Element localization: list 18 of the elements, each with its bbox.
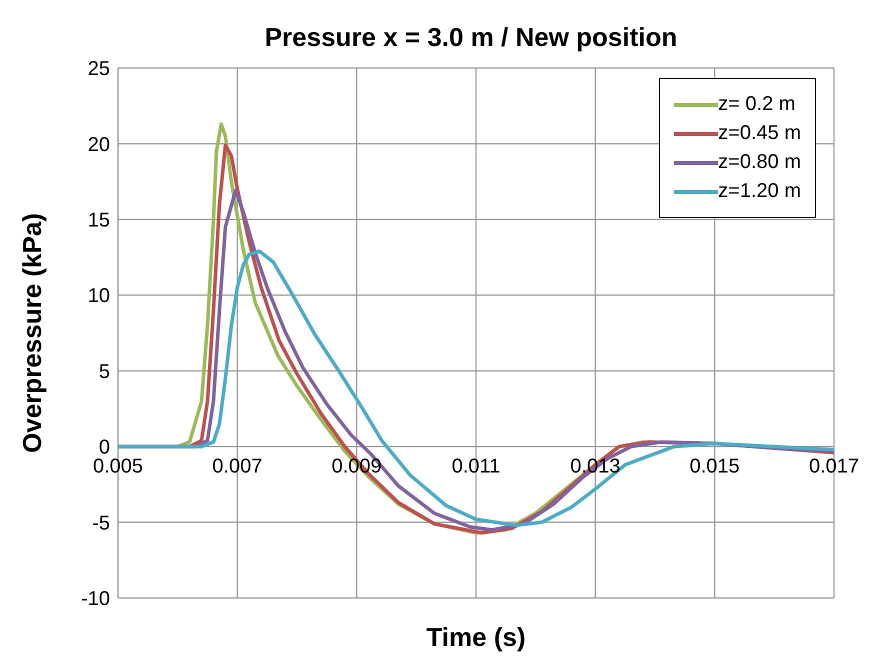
x-axis-title: Time (s) — [426, 622, 526, 652]
legend-label: z=0.45 m — [718, 122, 801, 145]
y-tick-label: 25 — [88, 58, 110, 80]
y-tick-label: 15 — [88, 210, 110, 232]
y-axis-title: Overpressure (kPa) — [17, 213, 48, 453]
y-tick-label: -5 — [92, 512, 110, 534]
chart-title: Pressure x = 3.0 m / New position — [264, 22, 678, 53]
x-tick-label: 0.011 — [452, 456, 500, 478]
y-tick-label: -10 — [81, 588, 110, 610]
x-tick-label: 0.015 — [690, 456, 740, 478]
x-tick-label: 0.007 — [212, 456, 262, 478]
y-tick-label: 20 — [88, 134, 110, 156]
legend-label: z=1.20 m — [718, 180, 801, 203]
legend-label: z=0.80 m — [718, 151, 801, 174]
x-tick-label: 0.017 — [808, 456, 860, 478]
y-tick-label: 5 — [98, 360, 110, 383]
legend-label: z= 0.2 m — [718, 93, 796, 116]
y-tick-label: 10 — [88, 285, 110, 308]
